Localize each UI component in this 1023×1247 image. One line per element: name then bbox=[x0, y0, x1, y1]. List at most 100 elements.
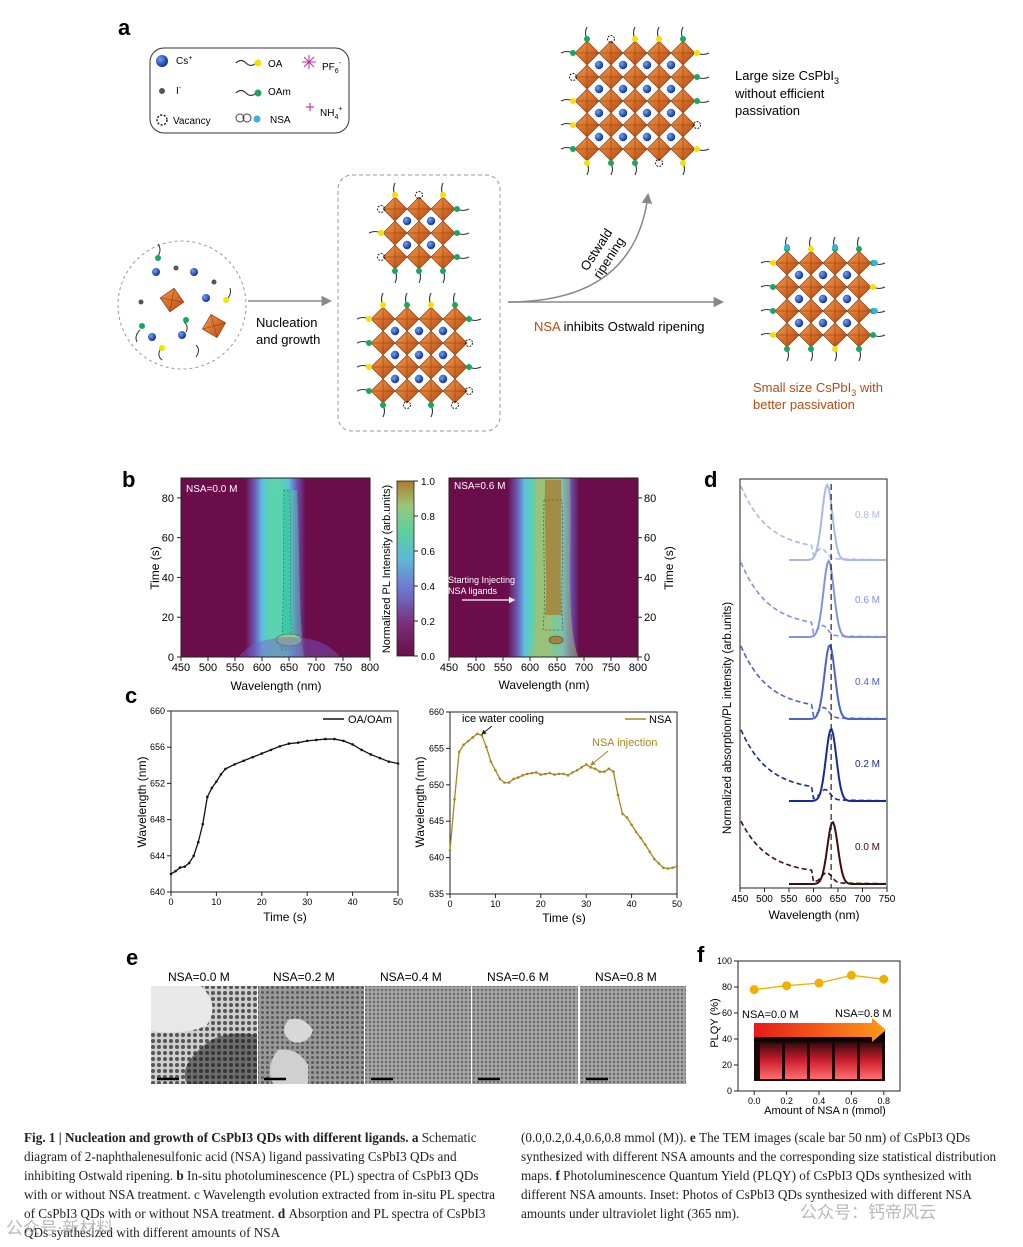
colorbar-label: Normalized PL Intensity (arb.units) bbox=[381, 485, 393, 653]
caption-text: Absorption and PL spectra of CsPbI3 QDs … bbox=[24, 1206, 486, 1240]
x-tick-label: 10 bbox=[211, 897, 221, 907]
pbi6-octahedron bbox=[822, 322, 848, 348]
cs-ion bbox=[414, 374, 424, 384]
c-left-legend: OA/OAm bbox=[348, 714, 392, 726]
x-tick-label: 40 bbox=[627, 899, 637, 909]
pbi6-octahedron bbox=[774, 298, 800, 324]
ligand-head bbox=[366, 316, 372, 322]
data-point bbox=[675, 865, 679, 868]
ligand-head bbox=[770, 284, 776, 290]
pbi6-octahedron bbox=[798, 298, 824, 324]
data-point bbox=[548, 771, 552, 775]
data-point bbox=[589, 766, 593, 769]
ligand-head bbox=[428, 402, 434, 408]
chart-c-right: 0 10 20 30 40 50 635 640 645 650 655 660 bbox=[429, 707, 682, 909]
ligand-head bbox=[366, 364, 372, 370]
c-right-ylabel: Wavelength (nm) bbox=[413, 757, 427, 848]
pbi6-octahedron bbox=[670, 136, 696, 162]
pbi6-octahedron bbox=[574, 64, 600, 90]
data-point bbox=[387, 760, 391, 763]
x-tick-label: 0 bbox=[447, 899, 452, 909]
y-tick-label: 0 bbox=[727, 1086, 732, 1096]
y-tick-label: 100 bbox=[717, 956, 732, 966]
ligand-head bbox=[570, 122, 576, 128]
data-point bbox=[571, 771, 574, 774]
data-point bbox=[498, 777, 502, 781]
d-ylabel: Normalized absorption/PL intensity (arb.… bbox=[722, 602, 734, 834]
caption-text: (0.0,0.2,0.4,0.6,0.8 mmol (M)). bbox=[521, 1130, 690, 1145]
data-point bbox=[666, 867, 670, 870]
pl-map-right bbox=[448, 477, 639, 658]
cs-ion bbox=[666, 60, 676, 70]
cs-ion bbox=[390, 350, 400, 360]
x-tick-label: 0.8 bbox=[878, 1096, 891, 1106]
pbi6-octahedron bbox=[822, 250, 848, 276]
ligand-head bbox=[694, 98, 700, 104]
pbi6-octahedron bbox=[574, 40, 600, 66]
large-label-1: Large size CsPbI3 bbox=[735, 68, 839, 86]
data-point bbox=[471, 736, 475, 739]
figure-canvas: a Cs+ I- Vacancy OA OAm NSA PF6- NH4+ bbox=[117, 15, 901, 1117]
b-xtick: 550 bbox=[226, 662, 244, 674]
cs-ion-icon bbox=[156, 55, 168, 67]
ligand-head bbox=[694, 50, 700, 56]
y-tick-label: 40 bbox=[722, 1034, 732, 1044]
legend-pf6: PF6- bbox=[322, 60, 342, 75]
panel-label-e: e bbox=[126, 945, 138, 970]
oam-tail-icon bbox=[235, 89, 257, 97]
colorbar-tick: 0.2 bbox=[421, 617, 435, 628]
watermark-left: 公众号·新材料 bbox=[6, 1219, 114, 1239]
pbi6-octahedron bbox=[622, 40, 648, 66]
ligand-head bbox=[570, 50, 576, 56]
colorbar-tick: 1.0 bbox=[421, 477, 435, 488]
ligand-head bbox=[856, 346, 862, 352]
x-tick-label: 0.0 bbox=[748, 1096, 761, 1106]
cs-ion bbox=[426, 240, 436, 250]
caption-right: (0.0,0.2,0.4,0.6,0.8 mmol (M)). e The TE… bbox=[521, 1128, 999, 1223]
plot-frame bbox=[170, 710, 399, 893]
data-point bbox=[183, 865, 186, 868]
data-point bbox=[351, 743, 354, 746]
b-ytick: 60 bbox=[644, 533, 656, 545]
ligand-head bbox=[870, 332, 876, 338]
ligand-head bbox=[440, 192, 446, 198]
ligand-head bbox=[454, 254, 460, 260]
ligand-head bbox=[770, 260, 776, 266]
b-xtick: 750 bbox=[602, 662, 620, 674]
nsa-gradient-arrow bbox=[754, 1018, 886, 1042]
ligand-head bbox=[570, 98, 576, 104]
b-left-xlabel: Wavelength (nm) bbox=[231, 679, 322, 693]
cs-ion bbox=[642, 60, 652, 70]
nucleation-label-1: Nucleation bbox=[256, 315, 317, 330]
ice-cooling-annotation: ice water cooling bbox=[462, 713, 544, 725]
data-point bbox=[662, 866, 665, 870]
pbi6-octahedron bbox=[646, 40, 672, 66]
data-point bbox=[251, 755, 255, 759]
x-tick-label: 0.6 bbox=[845, 1096, 858, 1106]
cs-ion bbox=[426, 216, 436, 226]
cs-ion bbox=[794, 318, 804, 328]
data-point bbox=[503, 781, 506, 784]
pbi6-octahedron bbox=[598, 112, 624, 138]
data-point bbox=[749, 985, 759, 995]
ostwald-label: Ostwald ripening bbox=[577, 226, 628, 281]
cs-ion bbox=[642, 108, 652, 118]
ligand-head bbox=[416, 268, 422, 274]
chart-d: 450 500 550 600 650 700 750 0.0 M 0.2 M 0.4 M 0.6 … bbox=[732, 478, 896, 905]
legend-nsa: NSA bbox=[270, 115, 291, 126]
pl-map-left bbox=[180, 477, 371, 658]
vacancy bbox=[465, 339, 473, 347]
data-point bbox=[616, 793, 620, 797]
ligand-head bbox=[366, 340, 372, 346]
data-point bbox=[219, 773, 223, 776]
data-point bbox=[453, 798, 456, 801]
vacancy bbox=[377, 205, 385, 213]
cs-ion bbox=[666, 132, 676, 142]
b-ytick: 0 bbox=[644, 652, 650, 664]
cs-ion bbox=[618, 60, 628, 70]
b-ytick: 20 bbox=[162, 612, 174, 624]
ligand-head bbox=[584, 160, 590, 166]
d-xlabel: Wavelength (nm) bbox=[769, 908, 860, 922]
tem-image bbox=[580, 986, 686, 1084]
colorbar-tick: 0.8 bbox=[421, 512, 435, 523]
